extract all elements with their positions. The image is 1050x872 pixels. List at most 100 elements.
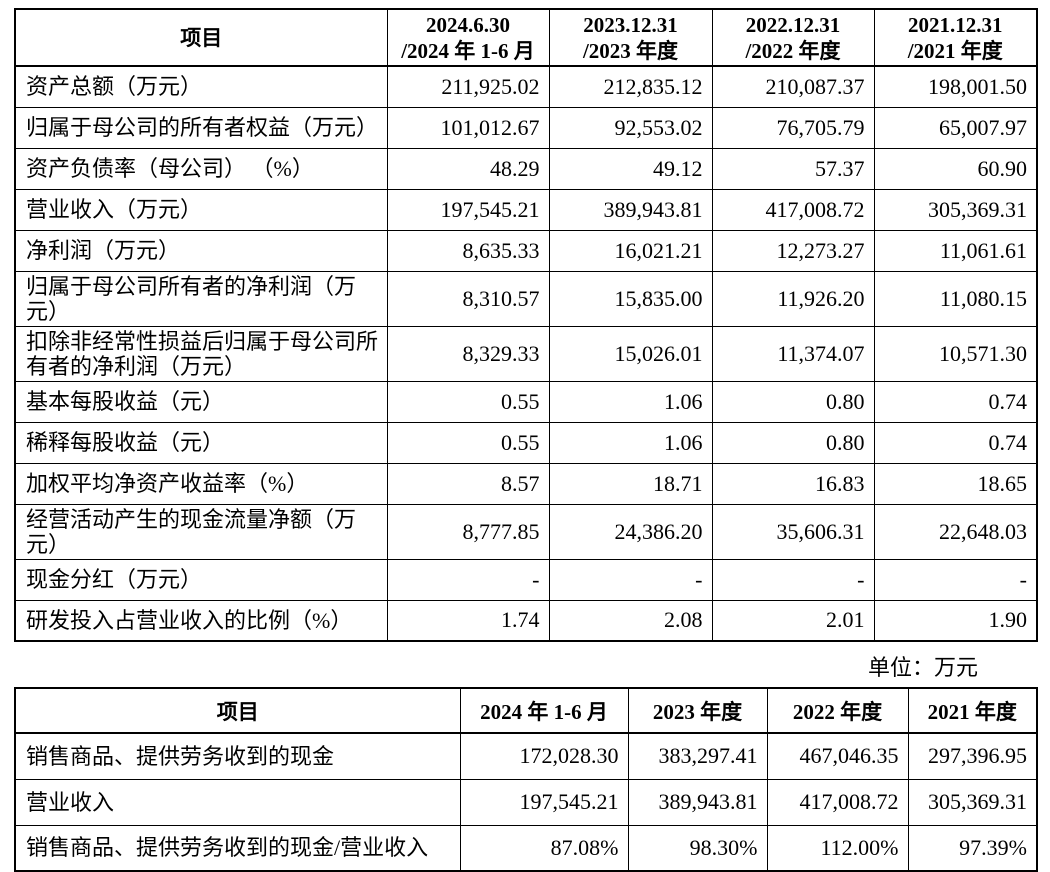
cell-value: 8,635.33 [386,229,550,272]
t2-header-row: 项目 2024 年 1-6 月 2023 年度 2022 年度 2021 年度 [14,687,1038,734]
t1-header-period-2024: 2024.6.30 /2024 年 1-6 月 [386,8,550,67]
cell-value: 211,925.02 [386,65,550,108]
row-label: 资产总额（万元） [14,65,388,108]
row-label: 稀释每股收益（元） [14,421,388,464]
cell-value: 10,571.30 [873,325,1038,382]
t1-header-period-2024-date: 2024.6.30 [426,12,510,37]
table-row: 扣除非经常性损益后归属于母公司所有者的净利润（万元） 8,329.33 15,0… [14,325,1038,382]
cell-value: 11,080.15 [873,270,1038,327]
unit-label: 单位：万元 [867,655,978,680]
row-label: 归属于母公司的所有者权益（万元） [14,106,388,149]
t1-header-period-2021-range: /2021 年度 [907,38,1003,63]
table-row: 基本每股收益（元） 0.55 1.06 0.80 0.74 [14,380,1038,423]
row-label: 基本每股收益（元） [14,380,388,423]
t2-header-period-2024: 2024 年 1-6 月 [459,687,629,734]
cell-value: 0.80 [711,421,875,464]
row-label: 扣除非经常性损益后归属于母公司所有者的净利润（万元） [14,325,388,382]
t1-header-period-2021-date: 2021.12.31 [908,12,1003,37]
t1-header-period-2024-range: /2024 年 1-6 月 [401,38,535,63]
cell-value: 417,008.72 [766,778,909,826]
t1-header-period-2023: 2023.12.31 /2023 年度 [548,8,713,67]
cell-value: 305,369.31 [873,188,1038,231]
t1-header-period-2023-range: /2023 年度 [582,38,679,63]
cell-value: 12,273.27 [711,229,875,272]
cell-value: 383,297.41 [627,732,768,780]
t1-header-row: 项目 2024.6.30 /2024 年 1-6 月 2023.12.31 /2… [14,8,1038,67]
cell-value: 57.37 [711,147,875,190]
cell-value: 92,553.02 [548,106,713,149]
t2-header-period-2023: 2023 年度 [627,687,768,734]
t1-header-period-2022: 2022.12.31 /2022 年度 [711,8,875,67]
table-row: 稀释每股收益（元） 0.55 1.06 0.80 0.74 [14,421,1038,464]
table-row: 经营活动产生的现金流量净额（万元） 8,777.85 24,386.20 35,… [14,503,1038,560]
table-row: 净利润（万元） 8,635.33 16,021.21 12,273.27 11,… [14,229,1038,272]
table-row: 营业收入（万元） 197,545.21 389,943.81 417,008.7… [14,188,1038,231]
cell-value: 8,777.85 [386,503,550,560]
cash-vs-revenue-table: 项目 2024 年 1-6 月 2023 年度 2022 年度 2021 年度 … [14,687,1038,872]
cell-value: 389,943.81 [548,188,713,231]
t2-header-period-2022: 2022 年度 [766,687,909,734]
cell-value: 18.65 [873,462,1038,505]
cell-value: 16,021.21 [548,229,713,272]
cell-value: - [711,558,875,601]
cell-value: 198,001.50 [873,65,1038,108]
cell-value: - [386,558,550,601]
cell-value: 389,943.81 [627,778,768,826]
cell-value: 60.90 [873,147,1038,190]
row-label: 销售商品、提供劳务收到的现金/营业收入 [14,824,461,872]
row-label: 销售商品、提供劳务收到的现金 [14,732,461,780]
cell-value: 11,374.07 [711,325,875,382]
cell-value: 98.30% [627,824,768,872]
cell-value: 0.74 [873,421,1038,464]
row-label: 经营活动产生的现金流量净额（万元） [14,503,388,560]
t1-header-item: 项目 [14,8,388,67]
cell-value: 2.08 [548,599,713,642]
cell-value: 87.08% [459,824,629,872]
cell-value: 1.06 [548,380,713,423]
row-label: 营业收入 [14,778,461,826]
cell-value: 8.57 [386,462,550,505]
table-row: 加权平均净资产收益率（%） 8.57 18.71 16.83 18.65 [14,462,1038,505]
cell-value: 18.71 [548,462,713,505]
table-row: 资产总额（万元） 211,925.02 212,835.12 210,087.3… [14,65,1038,108]
cell-value: 11,926.20 [711,270,875,327]
financial-indicators-table: 项目 2024.6.30 /2024 年 1-6 月 2023.12.31 /2… [14,8,1038,642]
cell-value: 15,835.00 [548,270,713,327]
cell-value: 197,545.21 [459,778,629,826]
table-row: 归属于母公司所有者的净利润（万元） 8,310.57 15,835.00 11,… [14,270,1038,327]
cell-value: 76,705.79 [711,106,875,149]
t1-header-period-2022-date: 2022.12.31 [745,12,841,37]
t1-header-period-2021: 2021.12.31 /2021 年度 [873,8,1038,67]
cell-value: 305,369.31 [907,778,1038,826]
row-label: 营业收入（万元） [14,188,388,231]
cell-value: 112.00% [766,824,909,872]
cell-value: 172,028.30 [459,732,629,780]
table-row: 销售商品、提供劳务收到的现金 172,028.30 383,297.41 467… [14,732,1038,780]
cell-value: 212,835.12 [548,65,713,108]
cell-value: 101,012.67 [386,106,550,149]
table-row: 销售商品、提供劳务收到的现金/营业收入 87.08% 98.30% 112.00… [14,824,1038,872]
cell-value: 197,545.21 [386,188,550,231]
cell-value: 297,396.95 [907,732,1038,780]
cell-value: 8,310.57 [386,270,550,327]
cell-value: 24,386.20 [548,503,713,560]
table-row: 归属于母公司的所有者权益（万元） 101,012.67 92,553.02 76… [14,106,1038,149]
cell-value: 1.90 [873,599,1038,642]
row-label: 现金分红（万元） [14,558,388,601]
cell-value: 15,026.01 [548,325,713,382]
cell-value: 0.55 [386,380,550,423]
table-row: 资产负债率（母公司） （%） 48.29 49.12 57.37 60.90 [14,147,1038,190]
cell-value: 65,007.97 [873,106,1038,149]
table-row: 研发投入占营业收入的比例（%） 1.74 2.08 2.01 1.90 [14,599,1038,642]
table-row: 营业收入 197,545.21 389,943.81 417,008.72 30… [14,778,1038,826]
row-label: 归属于母公司所有者的净利润（万元） [14,270,388,327]
cell-value: 467,046.35 [766,732,909,780]
cell-value: 16.83 [711,462,875,505]
cell-value: 0.55 [386,421,550,464]
row-label: 净利润（万元） [14,229,388,272]
cell-value: 417,008.72 [711,188,875,231]
row-label: 研发投入占营业收入的比例（%） [14,599,388,642]
cell-value: 1.06 [548,421,713,464]
cell-value: 22,648.03 [873,503,1038,560]
